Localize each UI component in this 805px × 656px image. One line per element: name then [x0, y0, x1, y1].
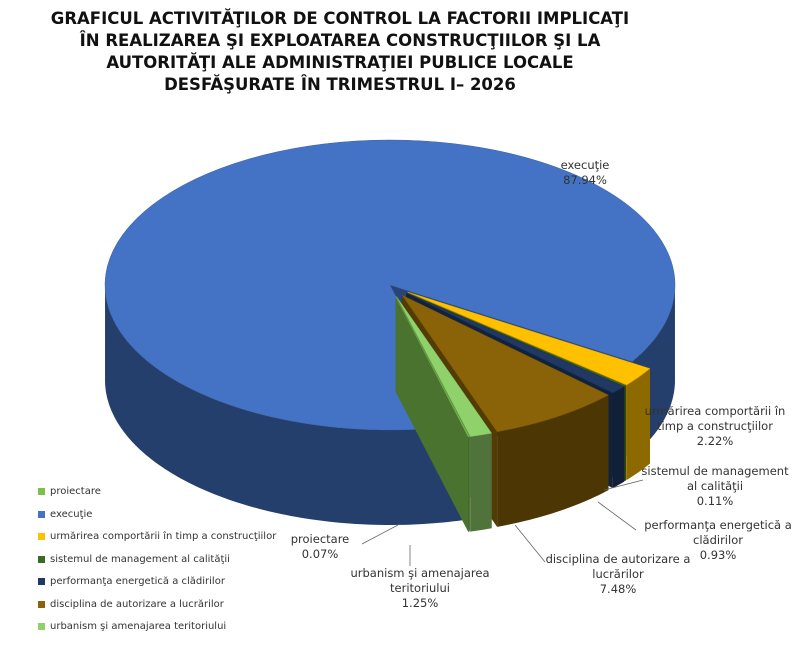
data-label-name: urmărirea comportării în timp a construc… [644, 404, 786, 433]
data-label-value: 7.48% [599, 582, 637, 596]
data-label-value: 0.93% [699, 548, 737, 562]
legend-item: execuţie [38, 509, 92, 520]
data-label-name: disciplina de autorizare a lucrărilor [545, 552, 691, 581]
legend-label: urmărirea comportării în timp a construc… [50, 531, 277, 542]
legend-label: sistemul de management al calităţii [50, 553, 230, 565]
pie-slice [407, 291, 651, 386]
data-label-name: proiectare [290, 532, 350, 546]
data-label-value: 0.11% [696, 494, 734, 508]
data-label-name: urbanism şi amenajarea teritoriului [350, 566, 490, 595]
legend-swatch [38, 533, 45, 540]
data-label: sistemul de management al calităţii 0.11% [640, 464, 790, 509]
pie-slice [401, 294, 610, 433]
leader-line [514, 524, 546, 563]
data-label: disciplina de autorizare a lucrărilor 7.4… [538, 552, 698, 597]
data-label-name: sistemul de management al calităţii [641, 464, 789, 493]
data-label-value: 1.25% [401, 596, 439, 610]
data-label-value: 2.22% [696, 434, 734, 448]
slice-side [395, 296, 469, 532]
legend-item: performanţa energetică a clădirilor [38, 576, 225, 587]
legend-label: proiectare [50, 486, 101, 497]
slice-side [612, 386, 624, 489]
data-label: urbanism şi amenajarea teritoriului 1.25% [345, 566, 495, 611]
legend-swatch [38, 510, 45, 518]
slice-side [497, 395, 609, 527]
legend-label: execuţie [50, 508, 93, 520]
pie-slice [396, 296, 493, 437]
slice-side [470, 433, 492, 532]
legend-item: urbanism şi amenajarea teritoriului [38, 621, 226, 632]
slice-side [105, 287, 463, 525]
legend-swatch [38, 600, 45, 608]
pie-slice [104, 139, 676, 431]
leader-line [597, 501, 637, 531]
legend-item: urmărirea comportării în timp a construc… [38, 531, 276, 542]
data-label-name: performanţa energetică a clădirilor [644, 518, 792, 547]
data-label-value: 87.94% [563, 173, 607, 187]
pie-slice [406, 292, 625, 394]
legend-item: sistemul de management al calităţii [38, 554, 230, 565]
legend-label: performanţa energetică a clădirilor [50, 576, 225, 587]
slice-side [624, 385, 626, 482]
data-label-value: 0.07% [301, 547, 339, 561]
pie-slice [395, 296, 470, 438]
data-label: proiectare 0.07% [280, 532, 360, 562]
legend-swatch [38, 555, 45, 563]
legend-label: urbanism şi amenajarea teritoriului [50, 621, 227, 632]
legend-item: proiectare [38, 486, 101, 497]
leader-line [603, 479, 644, 491]
legend-swatch [38, 623, 45, 630]
leader-line [361, 524, 399, 545]
data-label: execuţie 87.94% [525, 158, 645, 188]
legend-swatch [38, 578, 45, 585]
legend-swatch [38, 488, 45, 495]
chart-title: GRAFICUL ACTIVITĂŢILOR DE CONTROL LA FAC… [50, 9, 630, 94]
legend-item: disciplina de autorizare a lucrărilor [38, 599, 224, 610]
slice-side [468, 436, 470, 532]
data-label-name: execuţie [560, 158, 610, 172]
legend-label: disciplina de autorizare a lucrărilor [50, 598, 224, 610]
slice-side [626, 368, 650, 480]
data-label: urmărirea comportării în timp a construc… [640, 404, 790, 449]
pie-slice [406, 292, 627, 387]
data-label: performanţa energetică a clădirilor 0.93% [638, 518, 798, 563]
